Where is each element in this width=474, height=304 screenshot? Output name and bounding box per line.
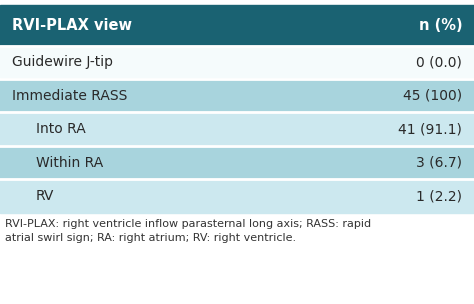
Text: Within RA: Within RA [36, 156, 103, 170]
Text: RVI-PLAX: right ventricle inflow parasternal long axis; RASS: rapid
atrial swirl: RVI-PLAX: right ventricle inflow paraste… [5, 219, 371, 243]
Text: 45 (100): 45 (100) [403, 89, 462, 103]
Bar [0, 146, 474, 179]
Text: Into RA: Into RA [36, 122, 85, 136]
Text: n (%): n (%) [419, 18, 462, 33]
Bar [0, 179, 474, 213]
Text: RV: RV [36, 189, 54, 203]
Text: 0 (0.0): 0 (0.0) [416, 55, 462, 69]
Text: 3 (6.7): 3 (6.7) [416, 156, 462, 170]
Bar [0, 5, 474, 46]
Text: Immediate RASS: Immediate RASS [12, 89, 127, 103]
Text: 41 (91.1): 41 (91.1) [398, 122, 462, 136]
Text: Guidewire J-tip: Guidewire J-tip [12, 55, 113, 69]
Bar [0, 79, 474, 112]
Bar [0, 46, 474, 79]
Text: RVI-PLAX view: RVI-PLAX view [12, 18, 132, 33]
Text: 1 (2.2): 1 (2.2) [416, 189, 462, 203]
Bar [0, 112, 474, 146]
